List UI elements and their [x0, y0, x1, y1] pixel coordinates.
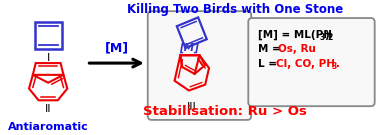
FancyBboxPatch shape	[148, 11, 251, 120]
Text: Antiaromatic: Antiaromatic	[8, 122, 88, 132]
Text: L =: L =	[258, 59, 280, 69]
Text: II: II	[45, 104, 51, 114]
Text: .: .	[336, 59, 341, 69]
Text: Cl, CO, PH: Cl, CO, PH	[276, 59, 335, 69]
Text: I: I	[46, 53, 50, 63]
Text: 3: 3	[332, 62, 337, 71]
Text: Os, Ru: Os, Ru	[278, 45, 316, 55]
FancyBboxPatch shape	[248, 18, 375, 106]
Text: 2: 2	[328, 33, 333, 42]
Text: ): )	[324, 30, 329, 40]
Text: Stabilisation: Ru > Os: Stabilisation: Ru > Os	[143, 105, 307, 118]
Text: [M]: [M]	[179, 43, 199, 53]
Text: [M] = ML(PH: [M] = ML(PH	[258, 30, 332, 40]
Text: Killing Two Birds with One Stone: Killing Two Birds with One Stone	[127, 3, 343, 16]
Text: M =: M =	[258, 45, 284, 55]
Text: [M]: [M]	[105, 41, 129, 54]
Text: III: III	[187, 102, 197, 112]
Text: 3: 3	[319, 33, 324, 42]
